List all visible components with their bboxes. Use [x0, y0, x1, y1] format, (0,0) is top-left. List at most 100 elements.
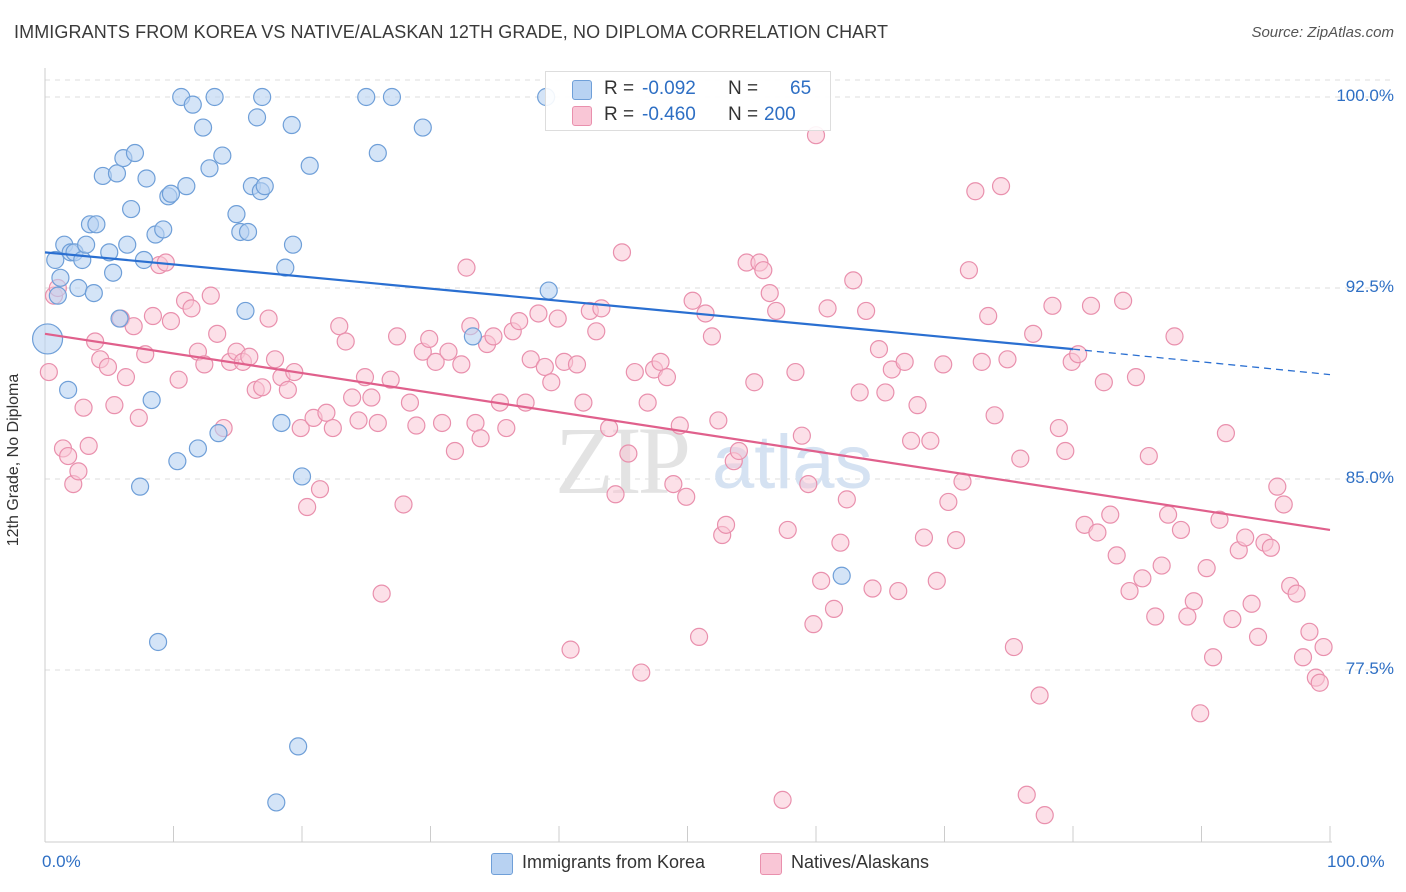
data-point-natives — [471, 429, 490, 448]
data-point-natives — [799, 474, 818, 494]
data-point-natives — [195, 355, 214, 374]
data-point-natives — [400, 393, 420, 412]
data-point-natives — [754, 261, 773, 280]
data-point-natives — [1261, 538, 1280, 557]
data-point-natives — [343, 388, 362, 407]
data-point-natives — [426, 352, 445, 371]
data-point-natives — [336, 332, 355, 351]
data-point-natives — [991, 177, 1011, 196]
data-point-natives — [74, 398, 93, 417]
bottom-legend-natives: Natives/Alaskans — [791, 852, 930, 872]
data-point-natives — [844, 271, 863, 290]
data-point-korea — [413, 118, 432, 137]
data-point-korea — [205, 87, 224, 107]
data-point-natives — [824, 599, 844, 618]
data-point-korea — [267, 793, 286, 812]
data-point-natives — [1216, 424, 1236, 443]
data-point-natives — [1017, 785, 1036, 804]
data-point-natives — [895, 352, 914, 371]
data-point-natives — [1197, 559, 1216, 578]
data-point-natives — [98, 357, 118, 377]
data-point-korea — [209, 424, 228, 443]
data-point-natives — [677, 487, 696, 506]
data-point-korea — [134, 250, 154, 270]
data-point-natives — [651, 352, 670, 371]
data-point-natives — [985, 406, 1004, 425]
data-point-natives — [683, 291, 702, 310]
data-point-natives — [1248, 627, 1268, 646]
data-point-korea — [87, 215, 106, 234]
data-point-korea — [382, 87, 402, 107]
legend-r-label: R = — [604, 78, 635, 99]
data-point-natives — [1293, 648, 1313, 667]
data-point-natives — [129, 408, 148, 427]
data-point-korea — [104, 263, 123, 282]
data-point-natives — [1094, 373, 1113, 392]
data-point-korea — [148, 632, 168, 652]
data-point-korea — [368, 143, 387, 163]
data-point-natives — [1120, 581, 1139, 601]
data-point-korea — [125, 143, 145, 163]
data-point-natives — [548, 309, 567, 328]
data-point-natives — [619, 444, 638, 463]
legend-swatch-pink — [572, 106, 592, 126]
data-point-natives — [529, 304, 548, 323]
data-point-natives — [69, 462, 88, 481]
data-point-natives — [702, 327, 722, 346]
data-point-natives — [387, 327, 407, 346]
data-point-natives — [368, 413, 387, 433]
data-point-natives — [521, 350, 540, 369]
data-point-korea — [247, 108, 267, 127]
data-point-natives — [420, 329, 439, 349]
data-point-korea — [300, 156, 319, 175]
data-point-natives — [600, 418, 619, 438]
data-point-natives — [837, 490, 856, 509]
data-point-natives — [812, 571, 831, 590]
data-point-korea — [193, 118, 213, 137]
data-point-natives — [1030, 686, 1049, 705]
data-point-natives — [362, 388, 381, 407]
data-point-natives — [1139, 446, 1158, 466]
data-point-natives — [1043, 296, 1062, 315]
bottom-legend-swatch-korea — [491, 853, 513, 875]
data-point-natives — [1300, 622, 1319, 641]
data-point-natives — [818, 299, 837, 318]
data-point-natives — [1152, 556, 1171, 575]
data-point-natives — [1126, 368, 1146, 387]
data-point-korea — [188, 439, 208, 458]
data-point-natives — [927, 571, 946, 590]
data-point-korea — [73, 250, 92, 270]
data-point-korea — [292, 467, 312, 486]
data-point-natives — [1287, 584, 1306, 603]
data-point-natives — [182, 299, 201, 318]
data-point-natives — [1274, 495, 1293, 514]
y-axis-title: 12th Grade, No Diploma — [5, 373, 22, 547]
y-tick-label: 85.0% — [1345, 468, 1394, 487]
legend-row-natives: R = -0.460 N = 200 — [546, 102, 830, 128]
data-point-natives — [79, 436, 98, 455]
data-point-korea — [137, 169, 156, 188]
data-point-natives — [1056, 441, 1075, 461]
data-point-korea — [142, 390, 161, 410]
data-point-natives — [381, 370, 400, 389]
data-point-natives — [1004, 637, 1023, 657]
data-point-natives — [116, 368, 136, 387]
data-point-natives — [869, 340, 889, 359]
data-point-korea — [463, 327, 483, 346]
data-point-natives — [876, 383, 895, 402]
data-point-natives — [612, 243, 632, 262]
data-point-natives — [105, 396, 124, 415]
data-point-natives — [323, 418, 342, 438]
data-point-natives — [1165, 327, 1184, 346]
data-point-natives — [1310, 673, 1329, 692]
data-point-natives — [1035, 806, 1054, 825]
data-point-korea — [168, 452, 187, 471]
data-point-natives — [966, 182, 985, 201]
data-point-natives — [561, 640, 580, 659]
data-point-natives — [1158, 505, 1178, 524]
correlation-legend: R = -0.092 N = 65 R = -0.460 N = 200 — [545, 71, 831, 131]
data-point-natives — [1184, 592, 1203, 611]
legend-n-label: N = — [728, 78, 759, 99]
data-point-korea — [282, 115, 301, 135]
data-point-natives — [330, 317, 349, 336]
